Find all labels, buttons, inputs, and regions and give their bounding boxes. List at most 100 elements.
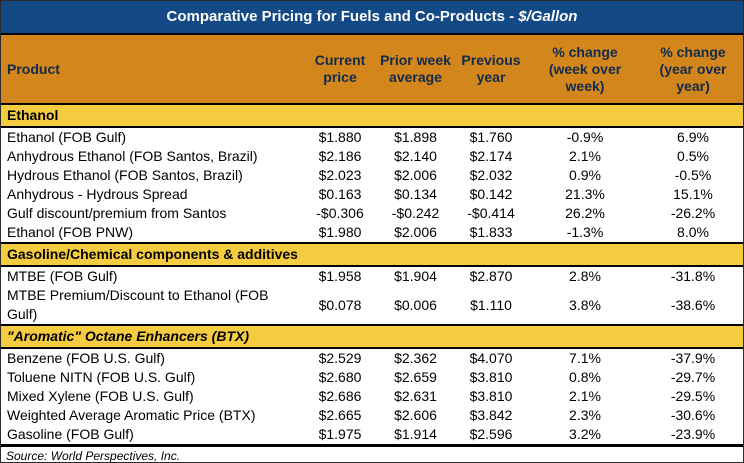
value-cell: -26.2% [641,204,743,223]
value-cell: $2.631 [378,387,453,406]
value-cell: 2.8% [529,266,641,286]
value-cell: 7.1% [529,348,641,368]
product-cell: Toluene NITN (FOB U.S. Gulf) [1,368,302,387]
value-cell: $2.006 [378,223,453,243]
table-row: Ethanol (FOB PNW) $1.980 $2.006 $1.833 -1.3%… [1,223,743,243]
value-cell: $4.070 [453,348,529,368]
table-row: Anhydrous Ethanol (FOB Santos, Brazil) $2… [1,147,743,166]
value-cell: $1.833 [453,223,529,243]
value-cell: $1.914 [378,425,453,444]
value-cell: $0.134 [378,185,453,204]
value-cell: -29.5% [641,387,743,406]
column-header-previous-year: Previous year [453,35,529,105]
value-cell: $1.880 [302,127,378,147]
product-cell: Gasoline (FOB Gulf) [1,425,302,444]
value-cell: 21.3% [529,185,641,204]
value-cell: -30.6% [641,406,743,425]
table-title-unit: $/Gallon [518,8,578,25]
value-cell: -37.9% [641,348,743,368]
value-cell: -$0.414 [453,204,529,223]
value-cell: $0.142 [453,185,529,204]
table-row: Ethanol (FOB Gulf) $1.880 $1.898 $1.760 -0.9… [1,127,743,147]
product-cell: Hydrous Ethanol (FOB Santos, Brazil) [1,166,302,185]
value-cell: $1.110 [453,286,529,325]
value-cell: $1.958 [302,266,378,286]
product-cell: Anhydrous - Hydrous Spread [1,185,302,204]
value-cell: -23.9% [641,425,743,444]
product-cell: MTBE Premium/Discount to Ethanol (FOB Gu… [1,286,302,325]
value-cell: $2.006 [378,166,453,185]
table-row: Mixed Xylene (FOB U.S. Gulf) $2.686 $2.631… [1,387,743,406]
product-cell: MTBE (FOB Gulf) [1,266,302,286]
value-cell: $1.898 [378,127,453,147]
section-header-row: Gasoline/Chemical components & additives [1,242,743,267]
column-header-current-price: Current price [302,35,378,105]
section-header-label: "Aromatic" Octane Enhancers (BTX) [1,324,743,349]
value-cell: -29.7% [641,368,743,387]
value-cell: $3.810 [453,387,529,406]
value-cell: 2.1% [529,147,641,166]
value-cell: 0.9% [529,166,641,185]
table-row: Anhydrous - Hydrous Spread $0.163 $0.134 $0… [1,185,743,204]
value-cell: $2.032 [453,166,529,185]
value-cell: $2.362 [378,348,453,368]
table-row: MTBE (FOB Gulf) $1.958 $1.904 $2.870 2.8% -31… [1,266,743,286]
table-body: Ethanol Ethanol (FOB Gulf) $1.880 $1.898 $1.… [1,103,743,444]
value-cell: $1.760 [453,127,529,147]
value-cell: 26.2% [529,204,641,223]
value-cell: $2.186 [302,147,378,166]
value-cell: $2.659 [378,368,453,387]
value-cell: -0.9% [529,127,641,147]
value-cell: 2.1% [529,387,641,406]
pricing-table: Product Current price Prior week average… [1,35,743,444]
value-cell: $2.174 [453,147,529,166]
value-cell: $1.975 [302,425,378,444]
value-cell: $2.870 [453,266,529,286]
column-header-row: Product Current price Prior week average… [1,35,743,105]
product-cell: Ethanol (FOB Gulf) [1,127,302,147]
table-row: MTBE Premium/Discount to Ethanol (FOB Gu… [1,286,743,325]
value-cell: $2.529 [302,348,378,368]
product-cell: Benzene (FOB U.S. Gulf) [1,348,302,368]
table-row: Toluene NITN (FOB U.S. Gulf) $2.680 $2.659… [1,368,743,387]
product-cell: Weighted Average Aromatic Price (BTX) [1,406,302,425]
value-cell: $2.140 [378,147,453,166]
value-cell: $2.686 [302,387,378,406]
product-cell: Mixed Xylene (FOB U.S. Gulf) [1,387,302,406]
table-row: Gulf discount/premium from Santos -$0.306… [1,204,743,223]
value-cell: $3.810 [453,368,529,387]
column-header-pct-change-yoy: % change (year over year) [641,35,743,105]
table-row: Weighted Average Aromatic Price (BTX) $2.… [1,406,743,425]
value-cell: -0.5% [641,166,743,185]
column-header-product: Product [1,35,302,105]
value-cell: 0.5% [641,147,743,166]
value-cell: $2.680 [302,368,378,387]
section-header-label: Gasoline/Chemical components & additives [1,242,743,267]
value-cell: 15.1% [641,185,743,204]
value-cell: -31.8% [641,266,743,286]
value-cell: -$0.242 [378,204,453,223]
value-cell: $0.163 [302,185,378,204]
value-cell: $0.078 [302,286,378,325]
value-cell: $1.980 [302,223,378,243]
value-cell: 3.8% [529,286,641,325]
value-cell: $2.665 [302,406,378,425]
product-cell: Gulf discount/premium from Santos [1,204,302,223]
value-cell: 6.9% [641,127,743,147]
table-row: Gasoline (FOB Gulf) $1.975 $1.914 $2.596 3.2… [1,425,743,444]
section-header-row: Ethanol [1,103,743,128]
value-cell: -38.6% [641,286,743,325]
section-header-label: Ethanol [1,103,743,128]
value-cell: $2.596 [453,425,529,444]
source-note: Source: World Perspectives, Inc. [1,444,743,462]
value-cell: $3.842 [453,406,529,425]
column-header-prior-week-average: Prior week average [378,35,453,105]
value-cell: 3.2% [529,425,641,444]
table-title-bar: Comparative Pricing for Fuels and Co-Pro… [1,1,743,35]
value-cell: $0.006 [378,286,453,325]
value-cell: 0.8% [529,368,641,387]
section-header-row: "Aromatic" Octane Enhancers (BTX) [1,324,743,349]
value-cell: $2.023 [302,166,378,185]
value-cell: $2.606 [378,406,453,425]
